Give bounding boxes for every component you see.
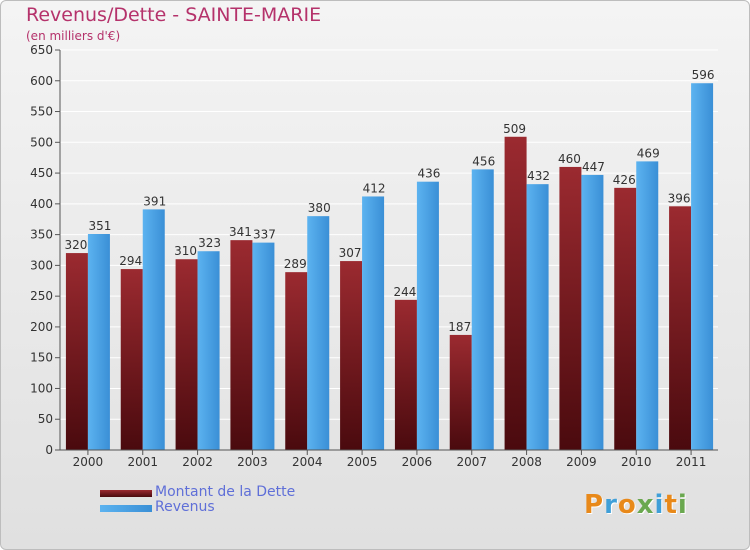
- data-label: 391: [143, 194, 166, 208]
- data-label: 337: [253, 228, 276, 242]
- logo-letter: r: [604, 490, 618, 520]
- data-label: 509: [503, 122, 526, 136]
- x-tick-label: 2003: [237, 455, 268, 469]
- y-tick-label: 150: [30, 351, 53, 365]
- bar-dette: [65, 253, 88, 450]
- y-tick-label: 0: [45, 443, 53, 457]
- x-tick-label: 2000: [73, 455, 104, 469]
- axes: [59, 50, 718, 451]
- x-tick-label: 2010: [621, 455, 652, 469]
- legend-label-dette: Montant de la Dette: [155, 484, 296, 500]
- y-axis-ticks: 0 50 100 150 200 250 300 350 400 450 500 550 600 650: [30, 43, 60, 457]
- bar-dette: [614, 187, 637, 450]
- data-label: 426: [613, 173, 636, 187]
- bar-revenus: [691, 83, 714, 450]
- bars: [65, 83, 714, 450]
- data-label: 456: [472, 154, 495, 168]
- legend-swatch-dette: [100, 490, 152, 497]
- y-tick-label: 350: [30, 228, 53, 242]
- bar-revenus: [416, 181, 439, 450]
- x-tick-label: 2011: [676, 455, 707, 469]
- data-label: 380: [308, 201, 331, 215]
- y-tick-label: 200: [30, 320, 53, 334]
- bar-revenus: [526, 184, 549, 450]
- bar-dette: [340, 261, 363, 450]
- data-label: 289: [284, 257, 307, 271]
- logo-letter: o: [617, 490, 637, 520]
- x-tick-label: 2001: [127, 455, 158, 469]
- data-label: 294: [119, 254, 142, 268]
- data-label: 323: [198, 236, 221, 250]
- data-label: 307: [339, 246, 362, 260]
- x-tick-label: 2008: [511, 455, 542, 469]
- y-tick-label: 300: [30, 258, 53, 272]
- bar-dette: [175, 259, 198, 450]
- x-tick-label: 2002: [182, 455, 213, 469]
- bar-dette: [230, 240, 253, 450]
- data-label: 351: [88, 219, 111, 233]
- data-label: 187: [448, 320, 471, 334]
- x-tick-label: 2006: [402, 455, 433, 469]
- bar-revenus: [87, 234, 110, 450]
- data-label: 596: [692, 68, 715, 82]
- bar-revenus: [142, 209, 165, 450]
- bar-revenus: [252, 242, 275, 450]
- bar-revenus: [362, 196, 385, 450]
- data-label: 469: [637, 146, 660, 160]
- proxiti-logo: Proxiti: [584, 490, 688, 520]
- bar-revenus: [636, 161, 659, 450]
- bar-dette: [449, 334, 472, 450]
- bar-dette: [559, 166, 582, 450]
- x-tick-label: 2005: [347, 455, 378, 469]
- data-label: 447: [582, 160, 605, 174]
- y-tick-label: 450: [30, 166, 53, 180]
- data-label: 396: [668, 191, 691, 205]
- x-axis-ticks: 2000 2001 2002 2003 2004 2005 2006 2007 2008 2009…: [73, 450, 707, 469]
- bar-dette: [120, 269, 143, 450]
- y-tick-label: 250: [30, 289, 53, 303]
- logo-letter: P: [584, 490, 605, 520]
- y-tick-label: 100: [30, 381, 53, 395]
- logo-letter: i: [654, 490, 665, 520]
- bar-dette: [504, 136, 527, 450]
- legend-label-revenus: Revenus: [155, 499, 215, 515]
- data-label: 341: [229, 225, 252, 239]
- data-label: 436: [417, 167, 440, 181]
- logo-letter: x: [636, 490, 655, 520]
- data-label: 244: [393, 285, 416, 299]
- bar-revenus: [581, 174, 604, 450]
- logo-letter: t: [664, 490, 678, 520]
- bar-dette: [394, 299, 417, 450]
- chart-subtitle: (en milliers d'€): [26, 29, 121, 43]
- y-tick-label: 650: [30, 43, 53, 57]
- bar-dette: [669, 206, 692, 450]
- y-tick-label: 600: [30, 74, 53, 88]
- chart-title: Revenus/Dette - SAINTE-MARIE: [26, 4, 322, 26]
- data-label: 460: [558, 152, 581, 166]
- gridlines: [60, 49, 718, 420]
- data-label: 310: [174, 244, 197, 258]
- bar-dette: [285, 272, 308, 450]
- y-tick-label: 500: [30, 135, 53, 149]
- data-label: 320: [64, 238, 87, 252]
- bar-revenus: [471, 169, 494, 450]
- y-tick-label: 50: [38, 412, 53, 426]
- y-tick-label: 400: [30, 197, 53, 211]
- legend-swatch-revenus: [100, 505, 152, 512]
- data-label: 432: [527, 169, 550, 183]
- x-tick-label: 2007: [456, 455, 487, 469]
- bar-revenus: [197, 251, 220, 450]
- y-tick-label: 550: [30, 105, 53, 119]
- logo-letter: i: [677, 490, 688, 520]
- x-tick-label: 2009: [566, 455, 597, 469]
- data-label: 412: [363, 181, 386, 195]
- x-tick-label: 2004: [292, 455, 323, 469]
- bar-revenus: [307, 216, 330, 450]
